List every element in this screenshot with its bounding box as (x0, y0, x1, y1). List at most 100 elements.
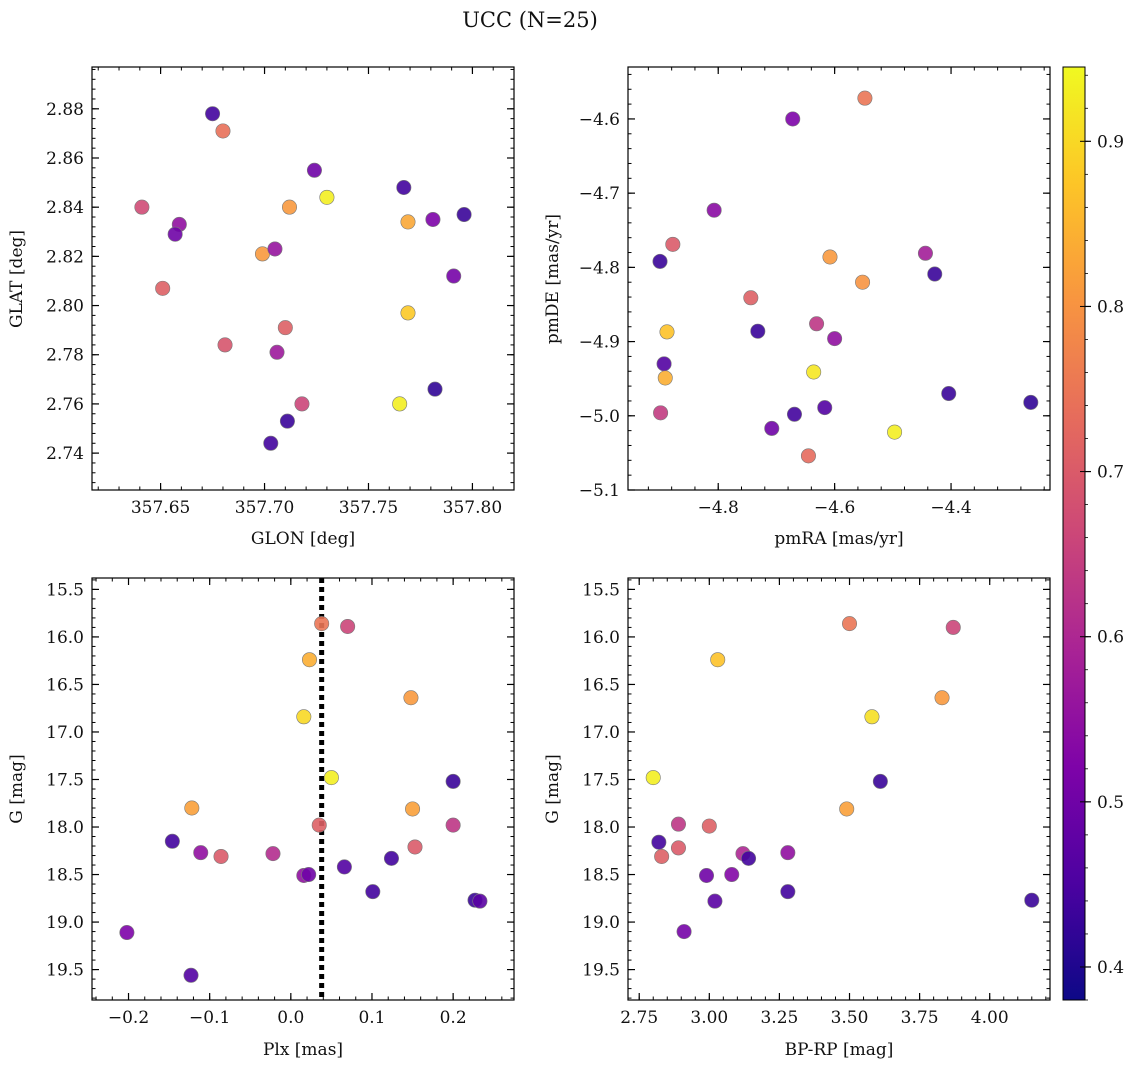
scatter-point (400, 305, 416, 321)
scatter-point (446, 268, 462, 284)
scatter-point (741, 850, 757, 866)
scatter-point (301, 867, 317, 883)
scatter-point (654, 848, 670, 864)
scatter-point (119, 925, 135, 941)
x-tick-label: −4.6 (814, 498, 855, 518)
scatter-point (294, 396, 310, 412)
plx-g-panel: Plx [mas] G [mag] −0.2 −0.1 0.0 0.1 0.2 15.5 1… (7, 577, 515, 1060)
axes-frame (627, 577, 1051, 1001)
scatter-point (472, 893, 488, 909)
scatter-point (676, 924, 692, 940)
scatter-point (193, 845, 209, 861)
scatter-point (319, 189, 335, 205)
x-tick-label: 3.00 (690, 1008, 728, 1028)
y-tick-label: 2.80 (46, 297, 84, 317)
figure-title: UCC (N=25) (462, 8, 598, 32)
y-tick-label: −4.9 (579, 333, 620, 353)
x-axis-label: pmRA [mas/yr] (774, 529, 903, 549)
scatter-point (167, 226, 183, 242)
y-tick-label: 17.5 (582, 770, 620, 790)
scatter-point (656, 356, 672, 372)
scatter-point (456, 207, 472, 223)
scatter-point (780, 884, 796, 900)
x-tick-label: 357.65 (131, 498, 190, 518)
scatter-point (425, 211, 441, 227)
x-tick-label: 3.75 (901, 1008, 939, 1028)
scatter-point (213, 848, 229, 864)
x-tick-label: 357.70 (235, 498, 294, 518)
scatter-point (786, 406, 802, 422)
x-tick-label: 357.75 (339, 498, 398, 518)
bprp-g-panel: BP-RP [mag] G [mag] 2.75 3.00 3.25 3.50 3.75… (543, 577, 1051, 1060)
colorbar-tick-label: 0.4 (1097, 958, 1124, 978)
scatter-point (279, 413, 295, 429)
scatter-point (134, 199, 150, 215)
scatter-point (1024, 892, 1040, 908)
y-tick-label: 16.5 (582, 675, 620, 695)
x-tick-label: 0.0 (277, 1008, 304, 1028)
y-tick-label: −4.6 (579, 110, 620, 130)
scatter-point (842, 616, 858, 632)
x-tick-label: −4.4 (930, 498, 971, 518)
scatter-point (383, 850, 399, 866)
y-tick-label: 17.5 (46, 770, 84, 790)
y-tick-label: 17.0 (582, 723, 620, 743)
scatter-point (301, 652, 317, 668)
scatter-point (659, 324, 675, 340)
scatter-point (934, 690, 950, 706)
scatter-point (945, 619, 961, 635)
scatter-point (780, 845, 796, 861)
colorbar: 0.4 0.5 0.6 0.7 0.8 0.9 (1062, 66, 1124, 1001)
x-tick-label: 3.50 (831, 1008, 869, 1028)
colorbar-tick-label: 0.8 (1097, 297, 1124, 317)
y-tick-label: 16.0 (46, 628, 84, 648)
scatter-point (155, 280, 171, 296)
x-axis-label: GLON [deg] (251, 529, 355, 549)
x-tick-label: 0.2 (440, 1008, 467, 1028)
scatter-point (706, 202, 722, 218)
scatter-point (743, 290, 759, 306)
y-axis-label: GLAT [deg] (7, 230, 27, 328)
scatter-point (427, 381, 443, 397)
scatter-point (857, 90, 873, 106)
y-tick-label: 17.0 (46, 723, 84, 743)
y-tick-label: 15.5 (46, 580, 84, 600)
scatter-point (407, 839, 423, 855)
y-tick-label: 18.0 (582, 818, 620, 838)
y-tick-label: 16.5 (46, 675, 84, 695)
glon-glat-panel: GLON [deg] GLAT [deg] 357.65 357.70 357.75… (7, 66, 515, 549)
y-tick-label: 2.82 (46, 247, 84, 267)
colorbar-gradient (1062, 66, 1086, 1001)
y-tick-label: 19.5 (582, 961, 620, 981)
y-axis-label: G [mag] (543, 754, 563, 823)
x-tick-label: 4.00 (971, 1008, 1009, 1028)
x-tick-label: 2.75 (620, 1008, 658, 1028)
colorbar-tick-label: 0.5 (1097, 793, 1124, 813)
scatter-point (336, 859, 352, 875)
scatter-point (827, 331, 843, 347)
pmra-pmde-panel: pmRA [mas/yr] pmDE [mas/yr] −4.8 −4.6 −4.4… (543, 66, 1051, 549)
scatter-point (839, 801, 855, 817)
scatter-point (855, 274, 871, 290)
scatter-point (164, 833, 180, 849)
y-tick-label: 2.78 (46, 346, 84, 366)
scatter-point (281, 199, 297, 215)
scatter-point (750, 323, 766, 339)
scatter-point (396, 180, 412, 196)
scatter-point (445, 773, 461, 789)
scatter-point (269, 344, 285, 360)
scatter-point (670, 816, 686, 832)
scatter-point (822, 249, 838, 265)
y-tick-label: 16.0 (582, 628, 620, 648)
y-tick-label: 2.76 (46, 395, 84, 415)
scatter-point (809, 316, 825, 332)
scatter-point (652, 253, 668, 269)
scatter-point (872, 773, 888, 789)
scatter-point (724, 867, 740, 883)
y-tick-label: −5.1 (579, 481, 620, 501)
y-tick-label: 15.5 (582, 580, 620, 600)
y-tick-label: 2.88 (46, 100, 84, 120)
scatter-point (217, 337, 233, 353)
y-tick-label: −4.8 (579, 258, 620, 278)
